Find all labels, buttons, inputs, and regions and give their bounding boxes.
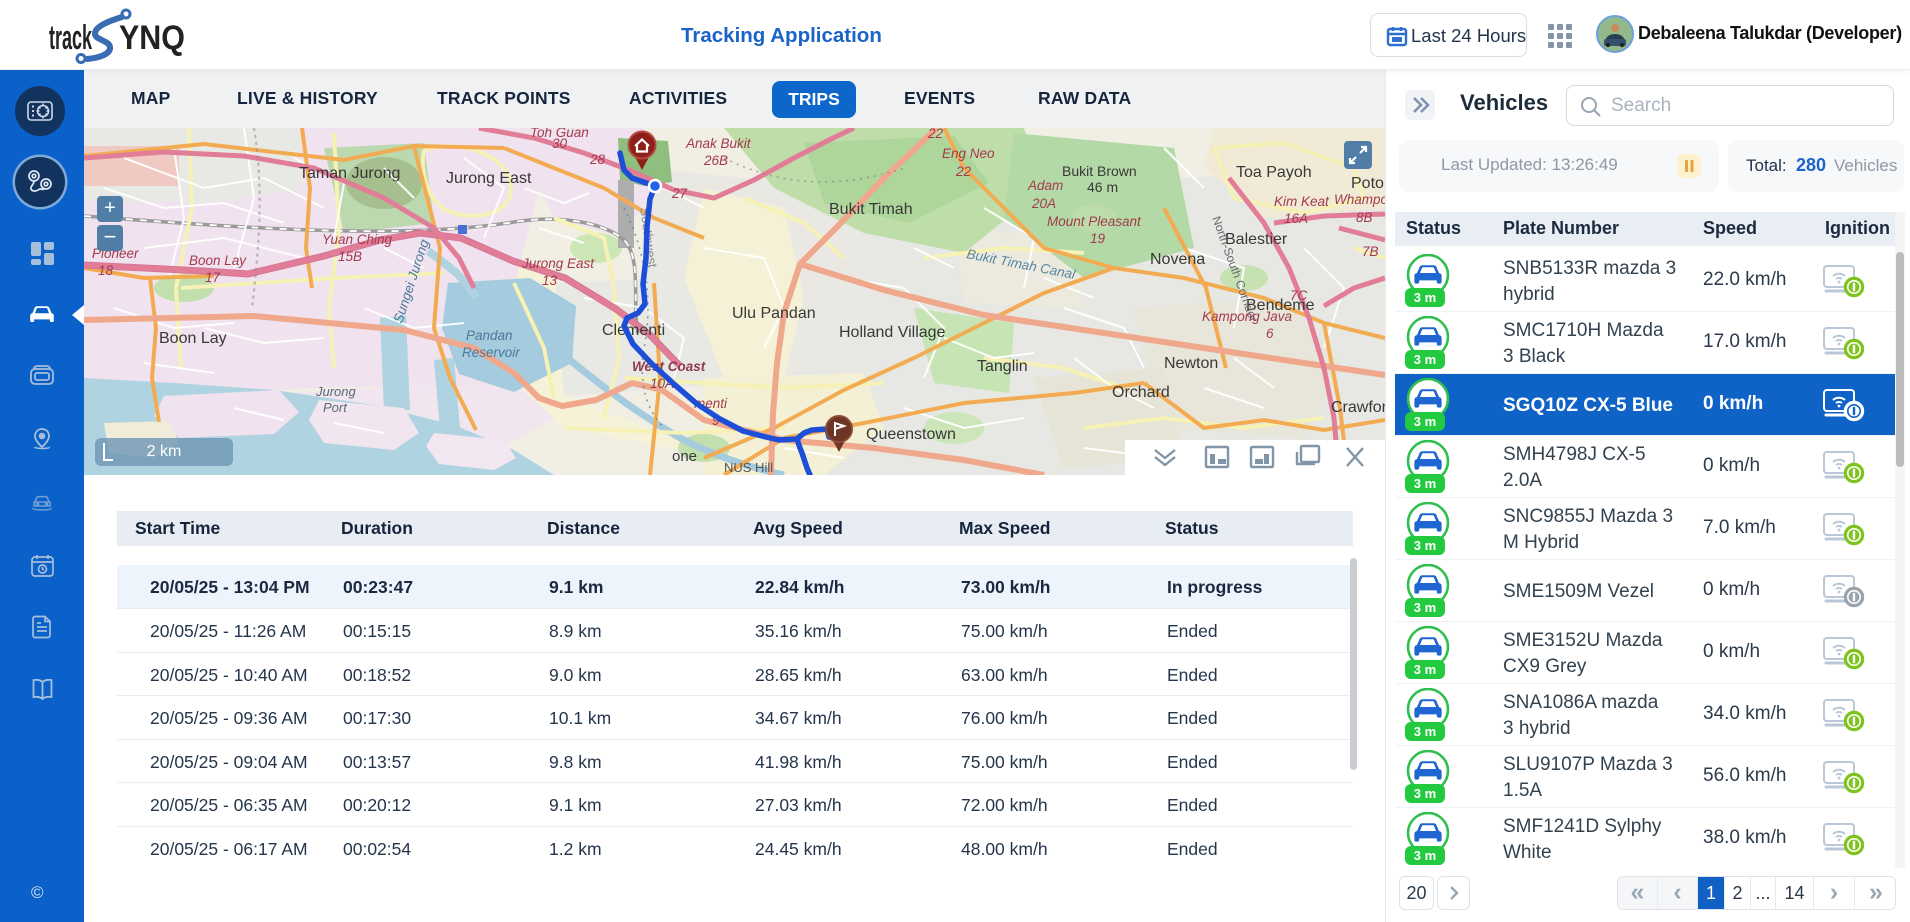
svg-text:46 m: 46 m: [1087, 179, 1118, 195]
svg-text:20A: 20A: [1031, 196, 1056, 211]
svg-text:Novena: Novena: [1150, 251, 1205, 268]
svg-text:28: 28: [589, 152, 606, 167]
svg-text:Toa Payoh: Toa Payoh: [1236, 164, 1312, 181]
svg-text:Jurong East: Jurong East: [446, 170, 532, 187]
svg-text:Jurong East: Jurong East: [521, 256, 595, 271]
svg-text:Queenstown: Queenstown: [866, 426, 956, 443]
svg-text:22: 22: [955, 164, 972, 179]
svg-text:6: 6: [1266, 326, 1274, 341]
svg-text:Jurong: Jurong: [315, 384, 357, 399]
svg-text:Pandan: Pandan: [466, 328, 513, 343]
svg-text:18: 18: [98, 263, 114, 278]
svg-text:Toh Guan: Toh Guan: [530, 128, 589, 140]
svg-text:19: 19: [1090, 231, 1106, 246]
svg-text:Tanglin: Tanglin: [977, 358, 1028, 375]
svg-text:Crawfor: Crawfor: [1331, 399, 1385, 416]
svg-text:one: one: [672, 448, 697, 465]
svg-text:7B: 7B: [1362, 244, 1379, 259]
svg-text:26B: 26B: [703, 153, 728, 168]
svg-text:Adam: Adam: [1027, 178, 1063, 193]
svg-text:Holland Village: Holland Village: [839, 324, 946, 341]
svg-text:West Coast: West Coast: [632, 359, 706, 374]
svg-text:Kampong Java: Kampong Java: [1202, 309, 1293, 324]
svg-text:27: 27: [671, 186, 688, 201]
svg-text:30: 30: [552, 136, 568, 151]
svg-text:7C: 7C: [1290, 288, 1308, 303]
svg-text:Boon Lay: Boon Lay: [189, 253, 247, 268]
svg-text:Kim Keat: Kim Keat: [1274, 194, 1330, 209]
svg-text:15B: 15B: [338, 249, 362, 264]
svg-text:Bukit Brown: Bukit Brown: [1062, 163, 1137, 179]
svg-text:Ulu Pandan: Ulu Pandan: [732, 305, 816, 322]
svg-text:Bukit Timah: Bukit Timah: [829, 201, 913, 218]
svg-text:Whampo: Whampo: [1334, 192, 1385, 207]
svg-text:Newton: Newton: [1164, 355, 1218, 372]
svg-text:Taman Jurong: Taman Jurong: [299, 165, 400, 182]
svg-text:Eng Neo: Eng Neo: [942, 146, 995, 161]
svg-text:NUS Hill: NUS Hill: [724, 460, 773, 475]
svg-text:Poto: Poto: [1351, 175, 1384, 192]
svg-text:17: 17: [205, 270, 221, 285]
svg-text:9: 9: [712, 413, 720, 428]
svg-text:16A: 16A: [1284, 211, 1308, 226]
svg-text:8B: 8B: [1356, 210, 1373, 225]
svg-text:Reservoir: Reservoir: [462, 345, 520, 360]
svg-text:Bendeme: Bendeme: [1246, 297, 1315, 314]
svg-text:Orchard: Orchard: [1112, 384, 1170, 401]
svg-text:13: 13: [542, 273, 558, 288]
svg-text:Balestier: Balestier: [1225, 231, 1288, 248]
svg-text:Anak Bukit: Anak Bukit: [685, 136, 752, 151]
svg-text:Mount Pleasant: Mount Pleasant: [1047, 214, 1142, 229]
svg-text:Clementi: Clementi: [602, 322, 665, 339]
svg-text:22: 22: [927, 128, 944, 141]
svg-text:Boon Lay: Boon Lay: [159, 330, 227, 347]
svg-text:Port: Port: [323, 400, 348, 415]
svg-text:YNQ: YNQ: [119, 19, 185, 57]
svg-text:track: track: [49, 19, 92, 57]
svg-text:Yuan Ching: Yuan Ching: [322, 232, 393, 247]
